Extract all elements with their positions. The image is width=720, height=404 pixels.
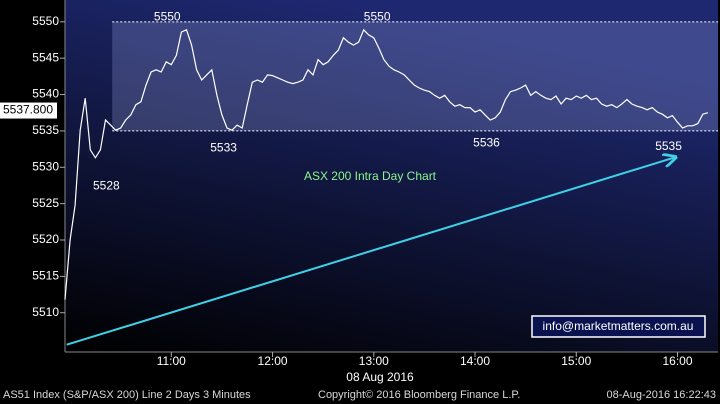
annotation: 5535	[655, 139, 682, 153]
price-line	[64, 28, 709, 300]
y-tick-label: 5525	[32, 196, 59, 210]
x-tick-label: 16:00	[662, 354, 692, 368]
annotation: 5536	[473, 135, 500, 149]
x-tick-label: 11:00	[157, 354, 186, 368]
footer-middle: Copyright© 2016 Bloomberg Finance L.P.	[318, 389, 520, 401]
x-tick-label: 14:00	[460, 354, 490, 368]
y-tick-label: 5550	[32, 14, 59, 28]
y-tick-label: 5510	[32, 305, 59, 319]
x-tick-label: 13:00	[359, 354, 389, 368]
x-tick-label: 15:00	[561, 354, 591, 368]
y-tick-label: 5540	[32, 87, 59, 101]
annotation: 5550	[154, 10, 181, 24]
watermark: info@marketmatters.com.au	[543, 319, 694, 333]
range-band	[112, 21, 718, 131]
annotation: 5528	[93, 178, 120, 192]
footer-left: AS51 Index (S&P/ASX 200) Line 2 Days 3 M…	[3, 389, 251, 401]
y-tick-label: 5515	[32, 269, 59, 283]
y-tick-label: 5520	[32, 232, 59, 246]
last-price-box	[0, 102, 57, 119]
annotation: 5550	[364, 10, 391, 24]
footer-right: 08-Aug-2016 16:22:43	[607, 389, 716, 401]
chart-title: ASX 200 Intra Day Chart	[304, 169, 437, 183]
plot-area	[65, 0, 718, 352]
annotation: 5533	[210, 141, 237, 155]
x-tick-label: 12:00	[258, 354, 288, 368]
y-tick-label: 5535	[32, 123, 59, 137]
last-price-label: 5537.800	[3, 103, 53, 117]
y-tick-label: 5530	[32, 159, 59, 173]
watermark-box	[531, 315, 706, 338]
trend-arrow	[66, 157, 676, 346]
y-tick-label: 5545	[32, 50, 59, 64]
footer-bar	[0, 386, 720, 404]
x-axis-label: 08 Aug 2016	[346, 370, 414, 384]
